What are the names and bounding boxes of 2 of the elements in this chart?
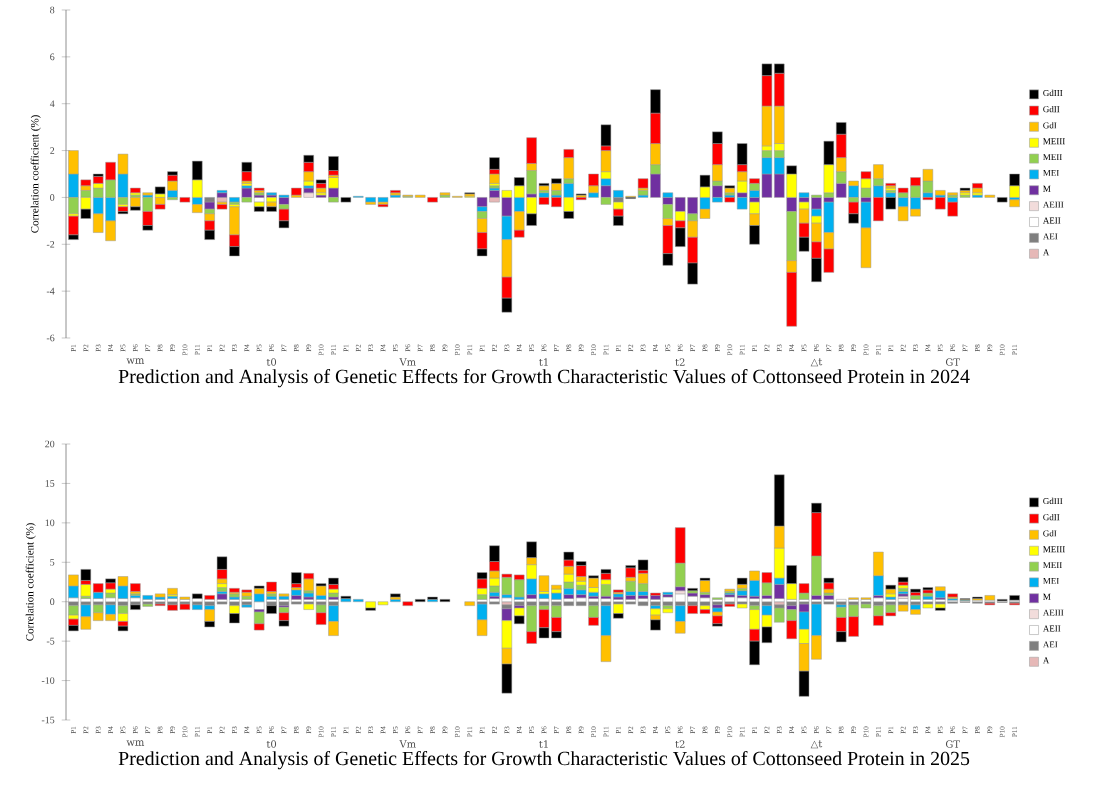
text: Prediction and Analysis of Genetic Effects for Growth Characteristic Values of Cottonseed Protein in 2025 (118, 750, 970, 770)
text: Prediction and Analysis of Genetic Effects for Growth Characteristic Values of Cottonseed Protein in 2024 (118, 368, 970, 388)
